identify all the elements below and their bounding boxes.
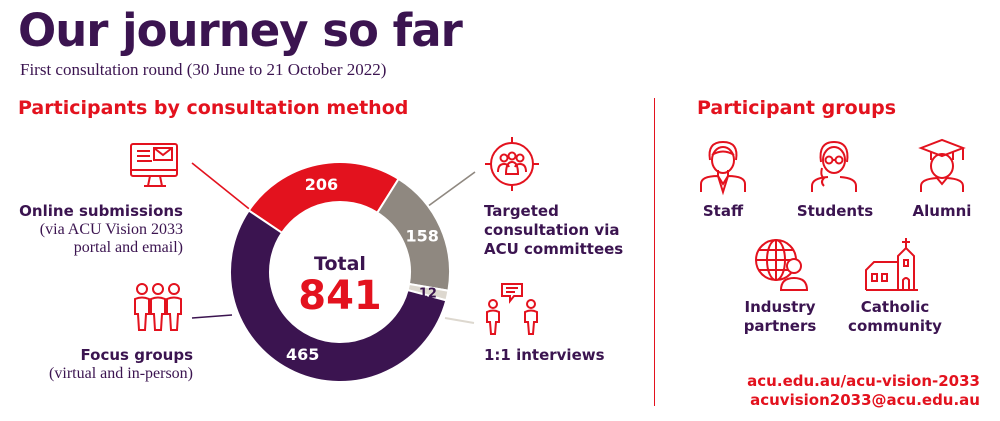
donut-chart: 206 158 12 465 (229, 161, 451, 383)
total-value: 841 (298, 273, 382, 319)
group-staff: Staff (702, 202, 744, 220)
donut-value-label-1: 158 (406, 226, 439, 245)
student-icon (811, 140, 857, 192)
connector-focus (191, 314, 233, 319)
targeted-line3: ACU committees (484, 240, 624, 258)
section-divider (654, 98, 655, 406)
graduate-icon (918, 138, 966, 192)
donut-value-label-3: 465 (286, 345, 319, 364)
focus-title: Focus groups (80, 346, 193, 364)
connector-targeted (419, 171, 476, 213)
globe-person-icon (755, 239, 809, 291)
focus-detail: (virtual and in-person) (49, 365, 193, 382)
contact-email[interactable]: acuvision2033@acu.edu.au (750, 391, 980, 409)
computer-mail-icon (130, 143, 178, 187)
group-alumni: Alumni (912, 202, 972, 220)
page-subtitle: First consultation round (30 June to 21 … (20, 60, 387, 79)
group-students: Students (796, 202, 874, 220)
method-targeted: Targeted consultation via ACU committees (484, 202, 623, 259)
targeted-line2: consultation via (484, 221, 620, 239)
industry-line1: Industry (744, 298, 816, 316)
catholic-line1: Catholic (860, 298, 930, 316)
target-group-icon (485, 137, 539, 191)
online-detail-1: (via ACU Vision 2033 (39, 221, 183, 238)
section-heading-groups: Participant groups (697, 97, 897, 119)
interview-icon (486, 283, 538, 335)
group-people-icon (134, 283, 182, 331)
industry-line2: partners (743, 317, 817, 335)
group-catholic: Catholic community (845, 298, 945, 336)
group-industry: Industry partners (730, 298, 830, 336)
interviews-title: 1:1 interviews (484, 346, 605, 364)
targeted-line1: Targeted (484, 202, 559, 220)
online-detail-2: portal and email) (73, 239, 183, 256)
donut-value-label-2: 12 (419, 286, 437, 301)
section-heading-methods: Participants by consultation method (18, 97, 409, 119)
total-label: Total (314, 253, 366, 275)
staff-icon (700, 140, 746, 196)
contact-url[interactable]: acu.edu.au/acu-vision-2033 (747, 372, 980, 390)
connector-interviews (444, 317, 475, 324)
catholic-line2: community (848, 317, 942, 335)
donut-slice-0 (247, 161, 400, 235)
donut-value-label-0: 206 (305, 175, 338, 194)
method-focus: Focus groups (virtual and in-person) (0, 346, 193, 383)
method-online: Online submissions (via ACU Vision 2033 … (0, 202, 183, 257)
page-title: Our journey so far (18, 4, 463, 57)
church-icon (865, 238, 918, 291)
donut-slice-3 (229, 209, 448, 383)
online-title: Online submissions (19, 202, 183, 220)
connector-online (191, 162, 254, 213)
